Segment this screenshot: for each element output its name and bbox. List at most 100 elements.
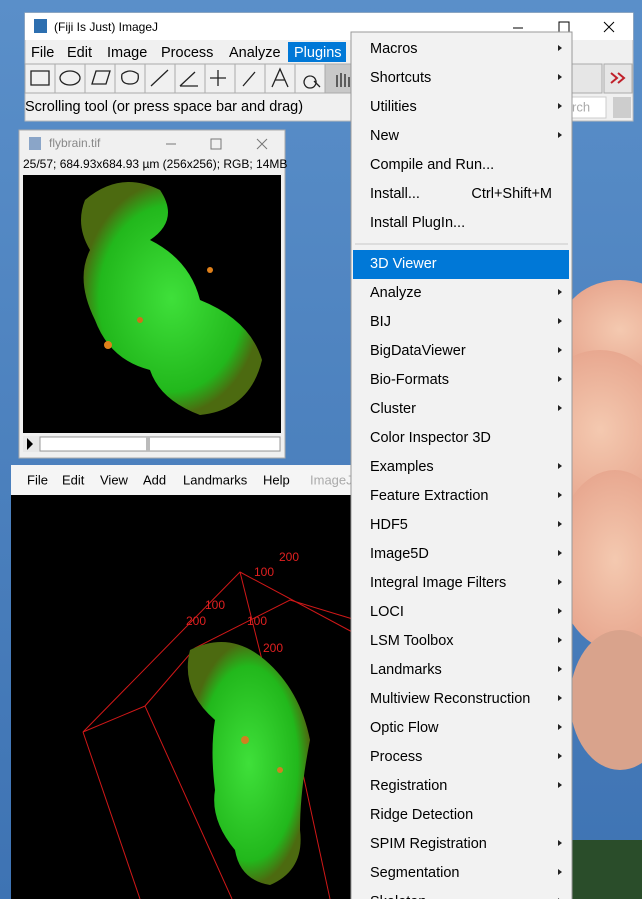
submenu-arrow — [558, 405, 562, 411]
submenu-arrow — [558, 666, 562, 672]
window-title: flybrain.tif — [49, 136, 101, 150]
menu-highlight — [353, 250, 569, 279]
menu-item[interactable]: Landmarks — [370, 662, 442, 678]
tool-icon — [150, 69, 169, 87]
brain-render — [187, 642, 310, 885]
axis-label: 100 — [205, 598, 225, 612]
menu-item[interactable]: Image — [107, 45, 147, 61]
menu-item[interactable]: View — [100, 472, 129, 487]
menu-item[interactable]: LSM Toolbox — [370, 633, 454, 649]
submenu-arrow — [558, 782, 562, 788]
maximize-button[interactable] — [210, 138, 222, 150]
submenu-arrow — [558, 132, 562, 138]
submenu-arrow — [558, 579, 562, 585]
menu-item[interactable]: Ridge Detection — [370, 807, 473, 823]
brain-image — [81, 182, 262, 415]
tool-button[interactable] — [174, 63, 206, 94]
submenu-arrow — [558, 550, 562, 556]
menu-item[interactable]: Install PlugIn... — [370, 215, 465, 231]
tool-icon — [336, 73, 350, 87]
tool-button[interactable] — [24, 63, 56, 94]
menu-item[interactable]: 3D Viewer — [370, 256, 437, 272]
menu-item[interactable]: Compile and Run... — [370, 157, 494, 173]
axis-label: 100 — [254, 565, 274, 579]
menu-item[interactable]: Multiview Reconstruction — [370, 691, 530, 707]
search-button[interactable] — [613, 97, 631, 118]
submenu-arrow — [558, 869, 562, 875]
menu-item[interactable]: Cluster — [370, 401, 416, 417]
submenu-arrow — [558, 840, 562, 846]
close-button[interactable] — [256, 138, 268, 150]
tool-button[interactable] — [84, 63, 116, 94]
menu-item[interactable]: File — [27, 472, 48, 487]
close-button[interactable] — [603, 21, 615, 33]
axis-labels: 200 100 100 200 100 200 — [186, 550, 299, 655]
slice-scrollbar[interactable] — [39, 436, 281, 452]
menu-item[interactable]: Skeleton — [370, 894, 426, 899]
menu-item[interactable]: Help — [263, 472, 290, 487]
menu-shortcut: Ctrl+Shift+M — [471, 186, 552, 202]
axis-label: 200 — [263, 641, 283, 655]
tool-icon — [242, 71, 256, 87]
menu-item[interactable]: Landmarks — [183, 472, 248, 487]
image-info: 25/57; 684.93x684.93 µm (256x256); RGB; … — [23, 157, 287, 171]
menu-item[interactable]: Analyze — [370, 285, 422, 301]
axis-label: 100 — [247, 614, 267, 628]
menu-item[interactable]: Color Inspector 3D — [370, 430, 491, 446]
menu-item[interactable]: Optic Flow — [370, 720, 439, 736]
tool-button[interactable] — [294, 63, 326, 94]
menu-item[interactable]: Image5D — [370, 546, 429, 562]
menu-item[interactable]: Utilities — [370, 99, 417, 115]
tool-icon — [271, 67, 289, 88]
menu-item[interactable]: Edit — [62, 472, 85, 487]
axis-label: 200 — [186, 614, 206, 628]
menu-item[interactable]: New — [370, 128, 400, 144]
tool-icon — [30, 70, 50, 86]
tool-icon — [121, 70, 139, 85]
menu-highlight — [288, 42, 346, 62]
menu-item[interactable]: Shortcuts — [370, 70, 431, 86]
plugins-menu: Macros Shortcuts Utilities New Compile and R… — [350, 31, 573, 899]
menu-item[interactable]: SPIM Registration — [370, 836, 487, 852]
image-window: flybrain.tif 25/57; 684.93x684.93 µm (25… — [18, 129, 287, 459]
menu-item[interactable]: LOCI — [370, 604, 404, 620]
menu-bar: File Edit Image Process Analyze Plugins — [31, 42, 346, 62]
submenu-arrow — [558, 289, 562, 295]
more-tools-button[interactable] — [603, 63, 633, 94]
menu-item[interactable]: Analyze — [229, 45, 281, 61]
menu-item[interactable]: Bio-Formats — [370, 372, 449, 388]
tool-button[interactable] — [114, 63, 146, 94]
menu-item[interactable]: Integral Image Filters — [370, 575, 506, 591]
tool-button[interactable] — [324, 63, 356, 94]
menu-item[interactable]: Edit — [67, 45, 92, 61]
menu-item[interactable]: HDF5 — [370, 517, 408, 533]
menu-item[interactable]: BIJ — [370, 314, 391, 330]
menu-item[interactable]: Process — [370, 749, 422, 765]
menu-item[interactable]: Examples — [370, 459, 434, 475]
menu-item[interactable]: Plugins — [294, 45, 342, 61]
axis-label: 200 — [279, 550, 299, 564]
submenu-arrow — [558, 103, 562, 109]
menu-item[interactable]: Add — [143, 472, 166, 487]
menu-item[interactable]: Registration — [370, 778, 447, 794]
menu-item[interactable]: Macros — [370, 41, 418, 57]
menu-item[interactable]: ImageJ — [310, 472, 353, 487]
play-button[interactable] — [27, 438, 33, 450]
window-title: (Fiji Is Just) ImageJ — [54, 20, 158, 34]
submenu-arrow — [558, 376, 562, 382]
menu-item[interactable]: File — [31, 45, 54, 61]
menu-item[interactable]: BigDataViewer — [370, 343, 466, 359]
submenu-arrow — [558, 318, 562, 324]
menu-item[interactable]: Process — [161, 45, 213, 61]
menu-item[interactable]: Segmentation — [370, 865, 459, 881]
menu-item[interactable]: Install... — [370, 186, 420, 202]
search-placeholder: rch — [572, 99, 590, 114]
menu-item[interactable]: Feature Extraction — [370, 488, 488, 504]
tool-button[interactable] — [144, 63, 176, 94]
submenu-arrow — [558, 724, 562, 730]
submenu-arrow — [558, 492, 562, 498]
tool-icon — [59, 70, 81, 86]
status-text: Scrolling tool (or press space bar and d… — [25, 99, 303, 115]
